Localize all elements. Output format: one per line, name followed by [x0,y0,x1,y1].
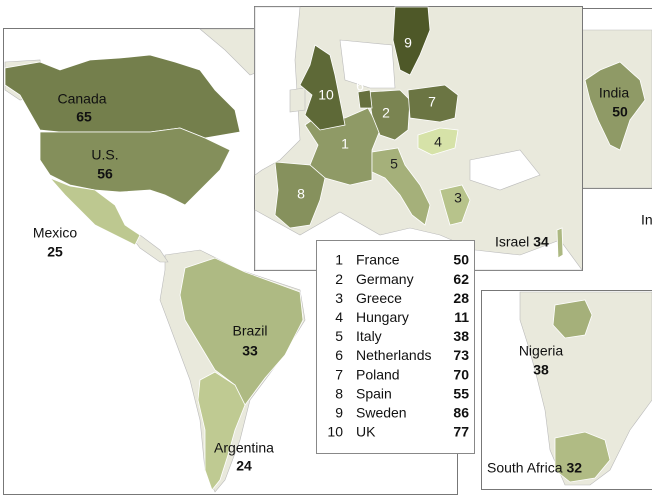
legend-name: Greece [356,290,402,306]
legend-name: UK [356,424,376,440]
country-name: Israel [495,234,529,250]
country-name: Nigeria [519,343,564,359]
legend-name: France [356,252,400,268]
map-number: 8 [297,186,305,202]
legend-value: 86 [453,405,469,421]
north-sea [340,40,395,88]
legend-name: Poland [356,366,400,382]
legend-name: Italy [356,328,382,344]
legend-number: 6 [335,347,343,363]
country-value: 25 [47,244,63,260]
legend-number: 2 [335,271,343,287]
country-name: South Africa [487,460,563,476]
country-value: 65 [76,109,92,125]
legend-number: 10 [327,424,343,440]
legend-value: 55 [453,385,469,401]
legend-number: 4 [335,309,343,325]
map-number: 4 [434,134,442,150]
legend-value: 28 [453,290,469,306]
legend-value: 11 [454,309,469,325]
map-number: 7 [428,94,436,110]
map-number: 9 [404,35,412,51]
legend-value: 73 [453,347,469,363]
country-name: Argentina [214,440,274,456]
country-value: 24 [236,458,252,474]
country-name: U.S. [91,147,118,163]
country-value: 38 [533,362,549,378]
country-value: 32 [567,460,583,476]
legend-number: 5 [335,328,343,344]
country-value: 50 [612,104,628,120]
map-number: 6 [356,78,364,94]
legend-number: 7 [335,366,343,382]
map-number: 5 [390,156,398,172]
map-number: 1 [341,136,349,152]
legend-name: Spain [356,385,392,401]
legend-value: 62 [453,271,469,287]
legend-number: 1 [335,252,343,268]
legend-number: 9 [335,405,343,421]
country-value: 34 [533,234,549,250]
country-name: Brazil [232,323,267,339]
cutoff-label: In [641,212,652,228]
country-name: India [599,85,630,101]
map-number: 10 [318,87,334,103]
country-value: 56 [97,166,113,182]
country-name: Canada [57,91,106,107]
legend-name: Hungary [356,309,409,325]
legend-value: 77 [453,424,469,440]
legend-number: 8 [335,385,343,401]
legend-name: Sweden [356,405,407,421]
legend-value: 70 [453,366,469,382]
legend-number: 3 [335,290,343,306]
ireland [290,88,305,112]
legend-name: Netherlands [356,347,432,363]
map-number: 3 [454,190,462,206]
country-shape [557,228,563,258]
legend-name: Germany [356,271,414,287]
legend-value: 50 [453,252,469,268]
country-value: 33 [242,343,258,359]
country-name: Mexico [33,225,78,241]
legend-value: 38 [453,328,469,344]
map-number: 2 [382,105,390,121]
